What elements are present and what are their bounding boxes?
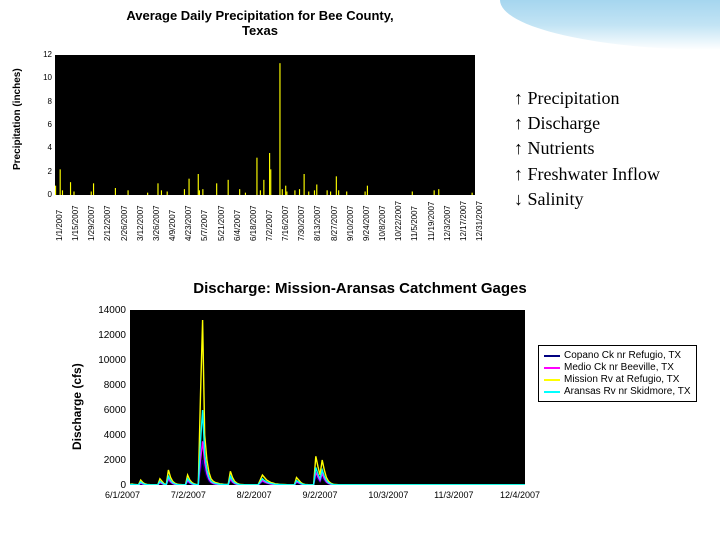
x-tick-label: 7/16/2007 [281, 205, 290, 241]
legend-label: Medio Ck nr Beeville, TX [564, 362, 674, 373]
x-tick-label: 3/12/2007 [136, 205, 145, 241]
top-chart-bars [55, 55, 475, 195]
y-tick-label: 14000 [88, 305, 126, 316]
y-tick-label: 4000 [88, 430, 126, 441]
x-tick-label: 12/17/2007 [459, 201, 468, 241]
y-tick-label: 10 [28, 73, 52, 82]
x-tick-label: 7/30/2007 [297, 205, 306, 241]
x-tick-label: 9/10/2007 [346, 205, 355, 241]
x-tick-label: 12/3/2007 [443, 205, 452, 241]
x-tick-label: 3/26/2007 [152, 205, 161, 241]
y-tick-label: 12 [28, 50, 52, 59]
legend-swatch [544, 355, 560, 357]
x-tick-label: 12/4/2007 [500, 490, 540, 500]
annotation-list: ↑ Precipitation ↑ Discharge ↑ Nutrients … [510, 82, 664, 216]
legend-item-copano: Copano Ck nr Refugio, TX [544, 350, 691, 361]
legend-label: Aransas Rv nr Skidmore, TX [564, 386, 691, 397]
x-tick-label: 4/23/2007 [184, 205, 193, 241]
bottom-chart-title: Discharge: Mission-Aransas Catchment Gag… [80, 280, 640, 297]
x-tick-label: 2/26/2007 [120, 205, 129, 241]
bottom-chart-lines [130, 310, 525, 485]
annotation-freshwater: ↑ Freshwater Inflow [514, 162, 660, 187]
legend-swatch [544, 379, 560, 381]
y-tick-label: 4 [28, 143, 52, 152]
x-tick-label: 10/3/2007 [368, 490, 408, 500]
bottom-chart-legend: Copano Ck nr Refugio, TX Medio Ck nr Bee… [538, 345, 697, 402]
x-tick-label: 7/2/2007 [265, 210, 274, 241]
top-chart-title: Average Daily Precipitation for Bee Coun… [50, 8, 470, 38]
legend-swatch [544, 391, 560, 393]
x-tick-label: 10/8/2007 [378, 205, 387, 241]
legend-label: Copano Ck nr Refugio, TX [564, 350, 681, 361]
y-tick-label: 6 [28, 120, 52, 129]
top-chart-ylabel: Precipitation (inches) [12, 68, 23, 170]
y-tick-label: 8 [28, 97, 52, 106]
y-tick-label: 6000 [88, 405, 126, 416]
x-tick-label: 6/4/2007 [233, 210, 242, 241]
x-tick-label: 6/1/2007 [105, 490, 140, 500]
x-tick-label: 8/13/2007 [313, 205, 322, 241]
x-tick-label: 10/22/2007 [394, 201, 403, 241]
annotation-discharge: ↑ Discharge [514, 111, 660, 136]
decorative-wave [500, 0, 720, 50]
annotation-precipitation: ↑ Precipitation [514, 86, 660, 111]
x-tick-label: 8/2/2007 [237, 490, 272, 500]
x-tick-label: 2/12/2007 [103, 205, 112, 241]
x-tick-label: 1/1/2007 [55, 210, 64, 241]
x-tick-label: 4/9/2007 [168, 210, 177, 241]
y-tick-label: 10000 [88, 355, 126, 366]
x-tick-label: 11/5/2007 [410, 206, 419, 241]
y-tick-label: 2000 [88, 455, 126, 466]
x-tick-label: 1/29/2007 [87, 205, 96, 241]
annotation-salinity: ↓ Salinity [514, 187, 660, 212]
x-tick-label: 6/18/2007 [249, 205, 258, 241]
x-tick-label: 11/19/2007 [427, 202, 436, 241]
legend-item-aransas: Aransas Rv nr Skidmore, TX [544, 386, 691, 397]
y-tick-label: 8000 [88, 380, 126, 391]
bottom-chart-ylabel: Discharge (cfs) [70, 363, 84, 450]
x-tick-label: 9/24/2007 [362, 205, 371, 241]
x-tick-label: 1/15/2007 [71, 205, 80, 241]
legend-item-mission: Mission Rv at Refugio, TX [544, 374, 691, 385]
top-chart-plot [55, 55, 475, 195]
x-tick-label: 11/3/2007 [434, 490, 473, 500]
annotation-nutrients: ↑ Nutrients [514, 136, 660, 161]
legend-item-medio: Medio Ck nr Beeville, TX [544, 362, 691, 373]
legend-label: Mission Rv at Refugio, TX [564, 374, 679, 385]
x-tick-label: 8/27/2007 [330, 205, 339, 241]
x-tick-label: 5/7/2007 [200, 210, 209, 241]
x-tick-label: 9/2/2007 [303, 490, 338, 500]
x-tick-label: 7/2/2007 [171, 490, 206, 500]
bottom-chart-plot [130, 310, 525, 485]
legend-swatch [544, 367, 560, 369]
x-tick-label: 12/31/2007 [475, 201, 484, 241]
x-tick-label: 5/21/2007 [217, 205, 226, 241]
y-tick-label: 2 [28, 167, 52, 176]
y-tick-label: 0 [28, 190, 52, 199]
y-tick-label: 12000 [88, 330, 126, 341]
